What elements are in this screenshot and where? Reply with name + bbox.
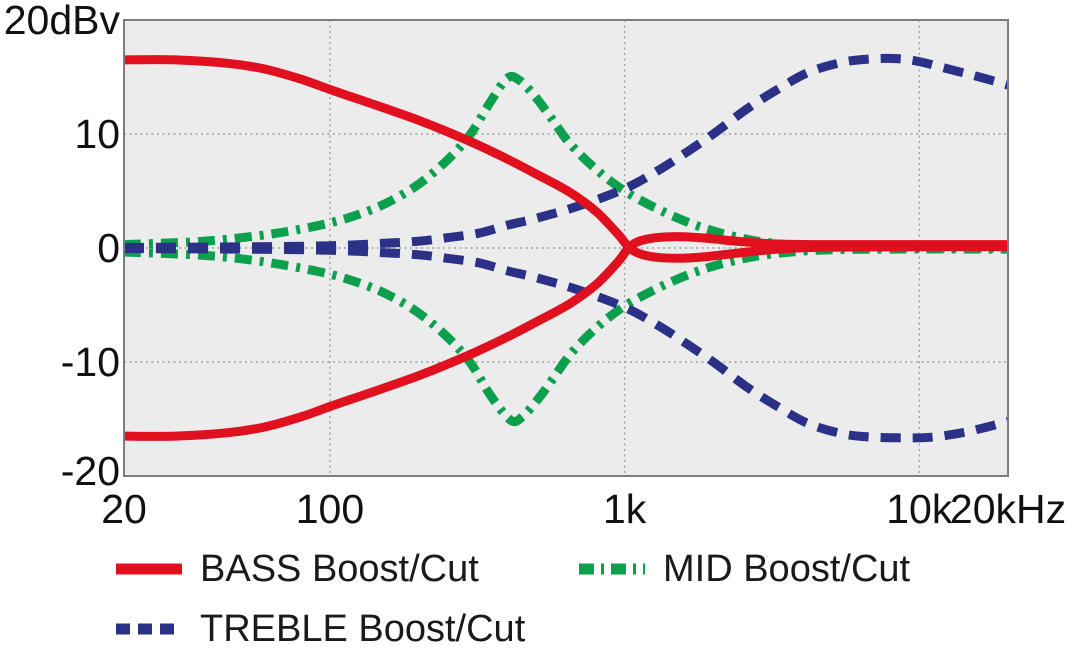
y-tick-label: 0 xyxy=(97,225,120,271)
bass-boost-curve xyxy=(123,55,1008,263)
x-tick-label: 20kHz xyxy=(950,486,1066,532)
treble-legend-label: TREBLE Boost/Cut xyxy=(200,607,526,649)
x-tick-label: 100 xyxy=(296,486,364,532)
legend-item-treble: TREBLE Boost/Cut xyxy=(115,608,525,649)
legend-item-bass: BASS Boost/Cut xyxy=(115,548,479,590)
mid-legend-swatch xyxy=(579,563,645,575)
treble-boost-curve xyxy=(123,53,1010,252)
mid-boost-curve xyxy=(123,71,1009,253)
bass-legend-swatch xyxy=(116,563,182,575)
x-tick-label: 10k xyxy=(886,486,953,532)
mid-legend-label: MID Boost/Cut xyxy=(663,547,911,590)
y-tick-label: -20 xyxy=(61,448,120,494)
y-tick-label: 10 xyxy=(74,111,120,157)
x-tick-label: 20 xyxy=(101,486,147,532)
y-tick-label: -10 xyxy=(61,339,120,385)
treble-legend-swatch xyxy=(116,623,182,635)
bass-cut-curve xyxy=(123,232,1008,441)
bass-legend-label: BASS Boost/Cut xyxy=(200,547,479,590)
plot-border xyxy=(123,19,1009,477)
x-tick-label: 1k xyxy=(603,486,647,532)
treble-cut-curve xyxy=(123,244,1010,443)
legend-item-mid: MID Boost/Cut xyxy=(578,548,910,590)
y-tick-label: 20dBv xyxy=(4,0,121,43)
